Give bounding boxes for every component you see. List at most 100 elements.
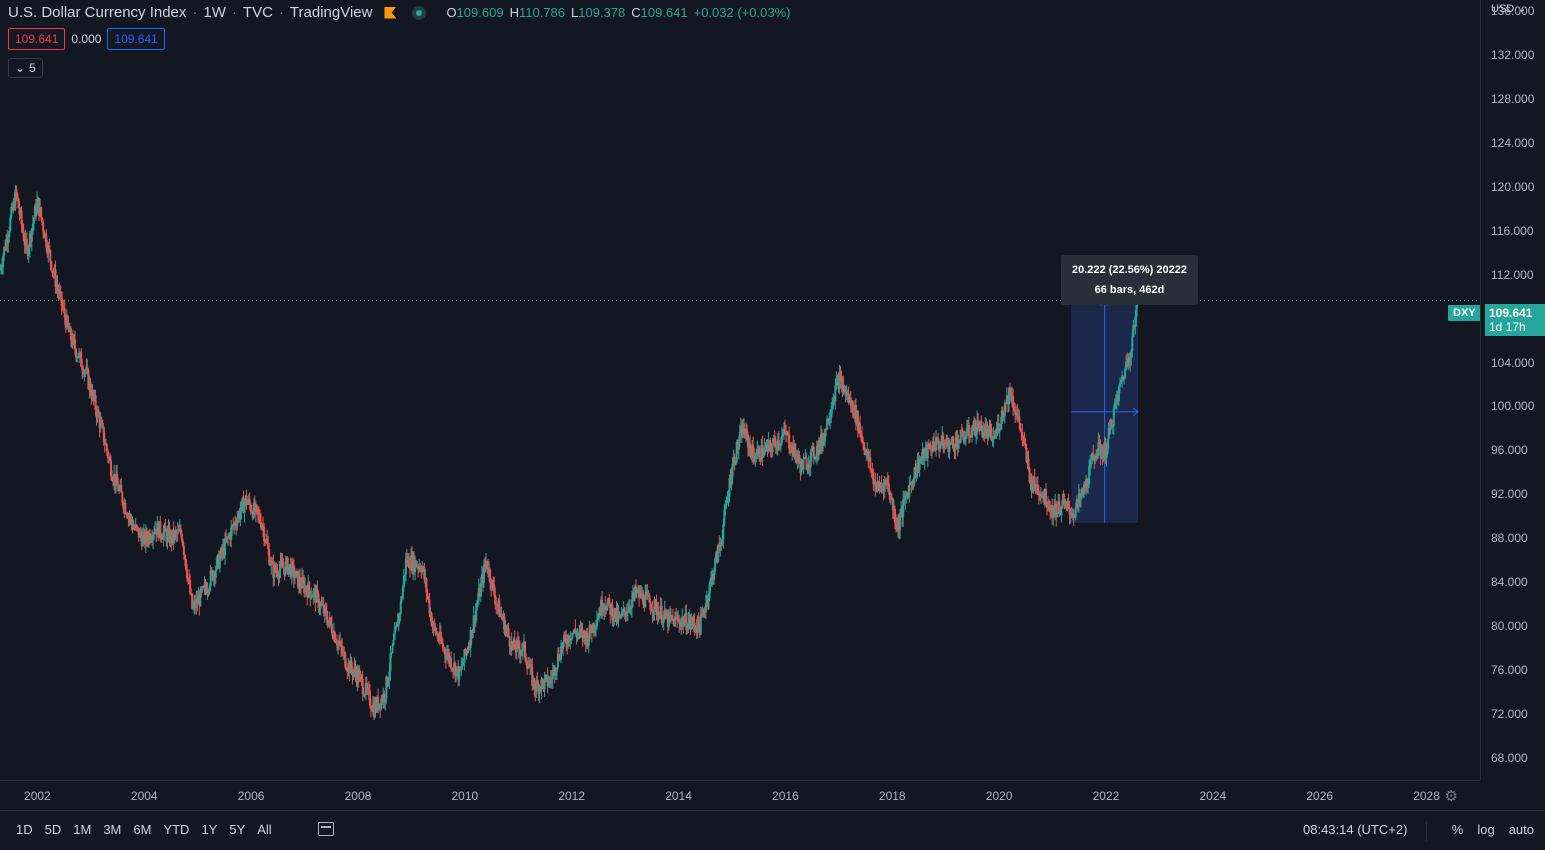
clock-display[interactable]: 08:43:14 (UTC+2) xyxy=(1303,822,1408,837)
flag-icon[interactable] xyxy=(384,6,397,19)
period-button-6m[interactable]: 6M xyxy=(133,822,152,837)
candle-body xyxy=(306,590,309,598)
candle-body xyxy=(825,429,828,431)
candle-body xyxy=(688,617,691,623)
candle-body xyxy=(817,440,820,455)
candle-body xyxy=(683,620,686,626)
candle-body xyxy=(161,538,164,540)
log-scale-button[interactable]: log xyxy=(1477,822,1495,837)
candle-body xyxy=(561,646,564,650)
candle-body xyxy=(930,450,933,452)
time-axis[interactable]: 2002 2004 2006 2008 2010 2012 2014 2016 2018 2020… xyxy=(0,780,1480,810)
candle-body xyxy=(1007,387,1010,405)
price-chart[interactable] xyxy=(0,0,1480,780)
calendar-icon[interactable] xyxy=(318,822,334,836)
candle-body xyxy=(449,657,452,662)
candle-body xyxy=(760,445,763,462)
candle-body xyxy=(373,704,376,717)
candle-body xyxy=(1014,410,1017,415)
period-button-1d[interactable]: 1D xyxy=(16,822,33,837)
symbol-name[interactable]: U.S. Dollar Currency Index xyxy=(8,4,187,21)
candle-body xyxy=(195,599,198,608)
time-axis-label: 2012 xyxy=(558,789,586,803)
candle-body xyxy=(537,683,540,694)
candle-body xyxy=(277,575,280,578)
candle-body xyxy=(870,469,873,471)
candle-body xyxy=(172,529,175,541)
candle-body xyxy=(96,410,99,418)
price-axis-label: 100.000 xyxy=(1491,399,1535,414)
period-button-5d[interactable]: 5D xyxy=(44,822,62,837)
candle-body xyxy=(202,586,205,588)
candle-body xyxy=(680,621,683,628)
period-button-ytd[interactable]: YTD xyxy=(163,822,190,837)
period-button-5y[interactable]: 5Y xyxy=(229,822,246,837)
candle-body xyxy=(64,317,67,329)
market-status-icon[interactable] xyxy=(412,5,427,20)
candle-body xyxy=(553,666,556,676)
price-axis-label: 120.000 xyxy=(1491,179,1535,194)
candle-body xyxy=(833,399,836,402)
candle-body xyxy=(31,223,34,229)
candle-body xyxy=(191,593,194,609)
candle-body xyxy=(270,561,273,566)
candle-body xyxy=(367,688,370,691)
candle-body xyxy=(661,622,664,624)
period-button-all[interactable]: All xyxy=(257,822,272,837)
period-button-1m[interactable]: 1M xyxy=(73,822,92,837)
candle-body xyxy=(602,610,605,613)
gear-icon[interactable]: ⚙ xyxy=(1444,788,1458,805)
candle-body xyxy=(232,525,235,527)
candle-body xyxy=(950,438,953,443)
price-axis[interactable]: USD ⌄ 136.000 132.000 128.000 124.000 120.00… xyxy=(1480,0,1545,780)
candle-body xyxy=(255,505,258,508)
candle-body xyxy=(497,600,500,606)
indicators-collapse-button[interactable]: ⌄ 5 xyxy=(8,58,43,78)
candle-body xyxy=(820,434,823,447)
candle-body xyxy=(475,605,478,611)
close-label: C xyxy=(631,5,641,20)
candle-body xyxy=(389,653,392,672)
candle-body xyxy=(405,558,408,564)
candle-body xyxy=(477,588,480,601)
candle-body xyxy=(670,615,673,619)
candle-body xyxy=(1085,478,1088,488)
candle-body xyxy=(422,566,425,568)
candle-body xyxy=(567,635,570,646)
candle-body xyxy=(114,474,117,486)
candle-body xyxy=(1107,427,1110,440)
candle-body xyxy=(1021,432,1024,437)
candle-body xyxy=(236,518,239,527)
candle-body xyxy=(708,581,711,593)
candle-body xyxy=(1055,503,1058,517)
candle-body xyxy=(411,555,414,571)
percent-scale-button[interactable]: % xyxy=(1451,822,1464,837)
candle-body xyxy=(486,560,489,568)
candle-body xyxy=(305,586,308,591)
candle-body xyxy=(556,653,559,668)
chart-area[interactable]: U.S. Dollar Currency Index · 1W · TVC · … xyxy=(0,0,1481,780)
period-button-3m[interactable]: 3M xyxy=(103,822,122,837)
period-button-1y[interactable]: 1Y xyxy=(201,822,218,837)
candle-body xyxy=(743,433,746,438)
candle-body xyxy=(997,423,1000,432)
candle-body xyxy=(586,632,589,646)
currency-selector[interactable]: USD ⌄ xyxy=(1491,3,1527,15)
auto-scale-button[interactable]: auto xyxy=(1508,822,1534,837)
candle-body xyxy=(1113,402,1116,409)
candle-body xyxy=(441,643,444,648)
candle-body xyxy=(515,640,518,653)
candle-body xyxy=(717,544,720,562)
candle-body xyxy=(723,509,726,525)
candle-body xyxy=(941,435,944,444)
candle-body xyxy=(922,448,925,461)
candle-body xyxy=(15,189,18,194)
candle-body xyxy=(50,261,53,271)
candle-body xyxy=(617,613,620,621)
candle-body xyxy=(349,660,352,674)
candle-body xyxy=(476,600,479,606)
candle-body xyxy=(577,633,580,635)
candle-body xyxy=(125,513,128,516)
candle-body xyxy=(844,386,847,396)
interval-label[interactable]: 1W xyxy=(203,4,226,21)
